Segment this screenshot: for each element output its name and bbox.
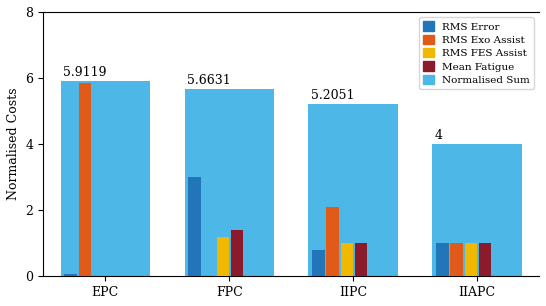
Bar [185, 89, 274, 276]
Y-axis label: Normalised Costs: Normalised Costs [7, 88, 20, 200]
Bar [231, 230, 244, 276]
Text: 5.2051: 5.2051 [311, 89, 354, 102]
Text: 5.6631: 5.6631 [187, 74, 231, 87]
Bar [450, 243, 463, 276]
Bar [308, 104, 397, 276]
Bar [436, 243, 449, 276]
Bar [479, 243, 491, 276]
Bar [79, 83, 91, 276]
Bar [312, 250, 325, 276]
Text: 5.9119: 5.9119 [63, 66, 106, 79]
Bar [64, 274, 76, 276]
Bar [217, 237, 229, 276]
Bar [61, 81, 150, 276]
Bar [188, 177, 200, 276]
Bar [432, 144, 521, 276]
Bar [327, 207, 339, 276]
Bar [341, 243, 353, 276]
Legend: RMS Error, RMS Exo Assist, RMS FES Assist, Mean Fatigue, Normalised Sum: RMS Error, RMS Exo Assist, RMS FES Assis… [419, 17, 534, 89]
Bar [465, 243, 477, 276]
Bar [355, 243, 367, 276]
Text: 4: 4 [435, 129, 443, 142]
